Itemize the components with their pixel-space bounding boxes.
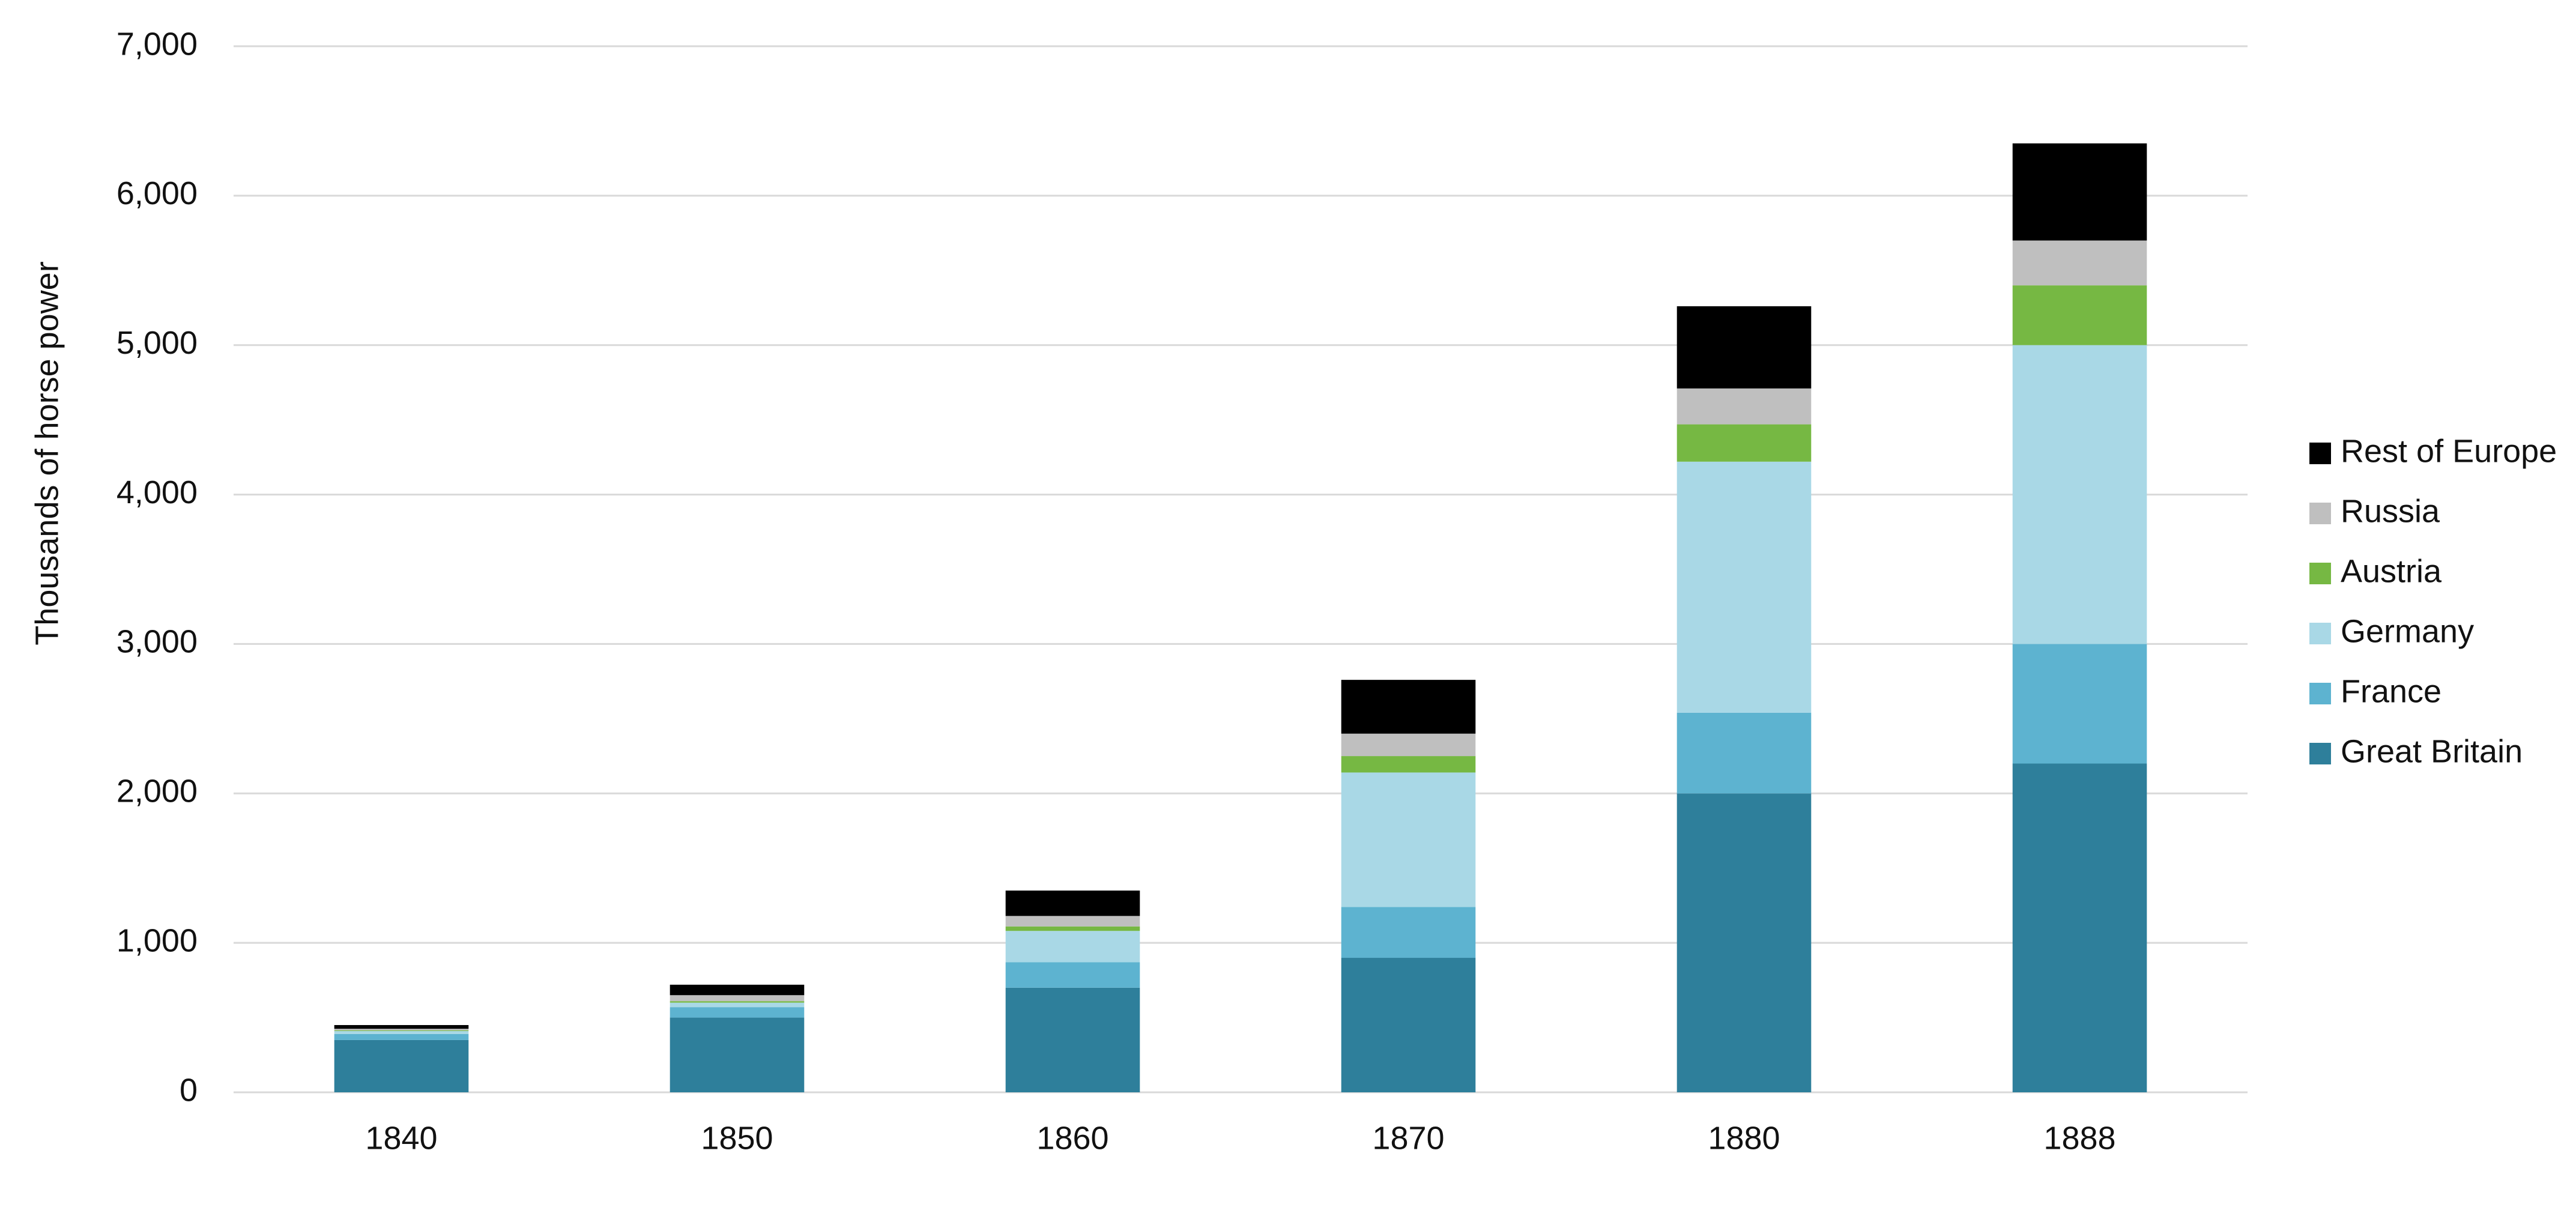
bar-segment [334,1033,469,1040]
bar-segment [1677,793,1812,1092]
y-tick-label: 4,000 [116,474,198,510]
bar-segment [1341,756,1476,773]
bar-segment [2012,763,2147,1092]
bar-segment [670,1007,805,1018]
x-tick-label: 1888 [2043,1120,2115,1156]
y-tick-label: 3,000 [116,624,198,660]
legend-label: Germany [2341,613,2474,649]
legend-swatch [2309,563,2331,584]
bar-segment [670,1002,805,1008]
bar-segment [1677,388,1812,425]
legend-label: Russia [2341,493,2440,529]
bar-segment [1005,931,1140,963]
bar-segment [1677,712,1812,794]
bar-segment [1341,772,1476,907]
bar-segment [2012,285,2147,345]
bar-segment [2012,143,2147,241]
bar-segment [670,1017,805,1092]
bar-segment [334,1030,469,1034]
bar-segment [334,1030,469,1031]
y-tick-label: 0 [180,1072,198,1108]
y-tick-label: 2,000 [116,773,198,809]
legend-swatch [2309,503,2331,524]
x-tick-label: 1840 [365,1120,437,1156]
legend-label: Rest of Europe [2341,433,2557,469]
bar-segment [1005,987,1140,1092]
bar-segment [334,1025,469,1029]
y-tick-label: 6,000 [116,175,198,211]
legend-label: Austria [2341,553,2442,589]
bar-segment [1005,926,1140,931]
x-tick-label: 1860 [1036,1120,1108,1156]
legend-swatch [2309,683,2331,704]
bar-segment [334,1029,469,1030]
bar-segment [670,984,805,996]
bar-segment [1005,891,1140,916]
bar-segment [670,995,805,1002]
bar-segment [1005,916,1140,927]
legend-label: Great Britain [2341,733,2523,769]
y-axis-label: Thousands of horse power [29,261,65,645]
y-tick-label: 7,000 [116,26,198,62]
legend-swatch [2309,743,2331,764]
y-tick-label: 1,000 [116,922,198,958]
bar-segment [1341,907,1476,958]
bar-segment [670,1001,805,1003]
bar-segment [1005,962,1140,988]
legend-swatch [2309,443,2331,464]
x-tick-label: 1880 [1708,1120,1780,1156]
x-tick-label: 1870 [1372,1120,1444,1156]
bar-segment [1677,306,1812,389]
bar-segment [2012,240,2147,286]
bar-segment [1677,461,1812,713]
bar-segment [1677,424,1812,462]
legend-label: France [2341,673,2441,709]
bar-segment [334,1039,469,1092]
y-tick-label: 5,000 [116,325,198,361]
x-tick-label: 1850 [701,1120,773,1156]
legend-swatch [2309,623,2331,644]
bar-segment [2012,644,2147,764]
bar-segment [1341,680,1476,734]
bar-segment [1341,733,1476,757]
bar-segment [1341,958,1476,1092]
bar-segment [2012,345,2147,644]
